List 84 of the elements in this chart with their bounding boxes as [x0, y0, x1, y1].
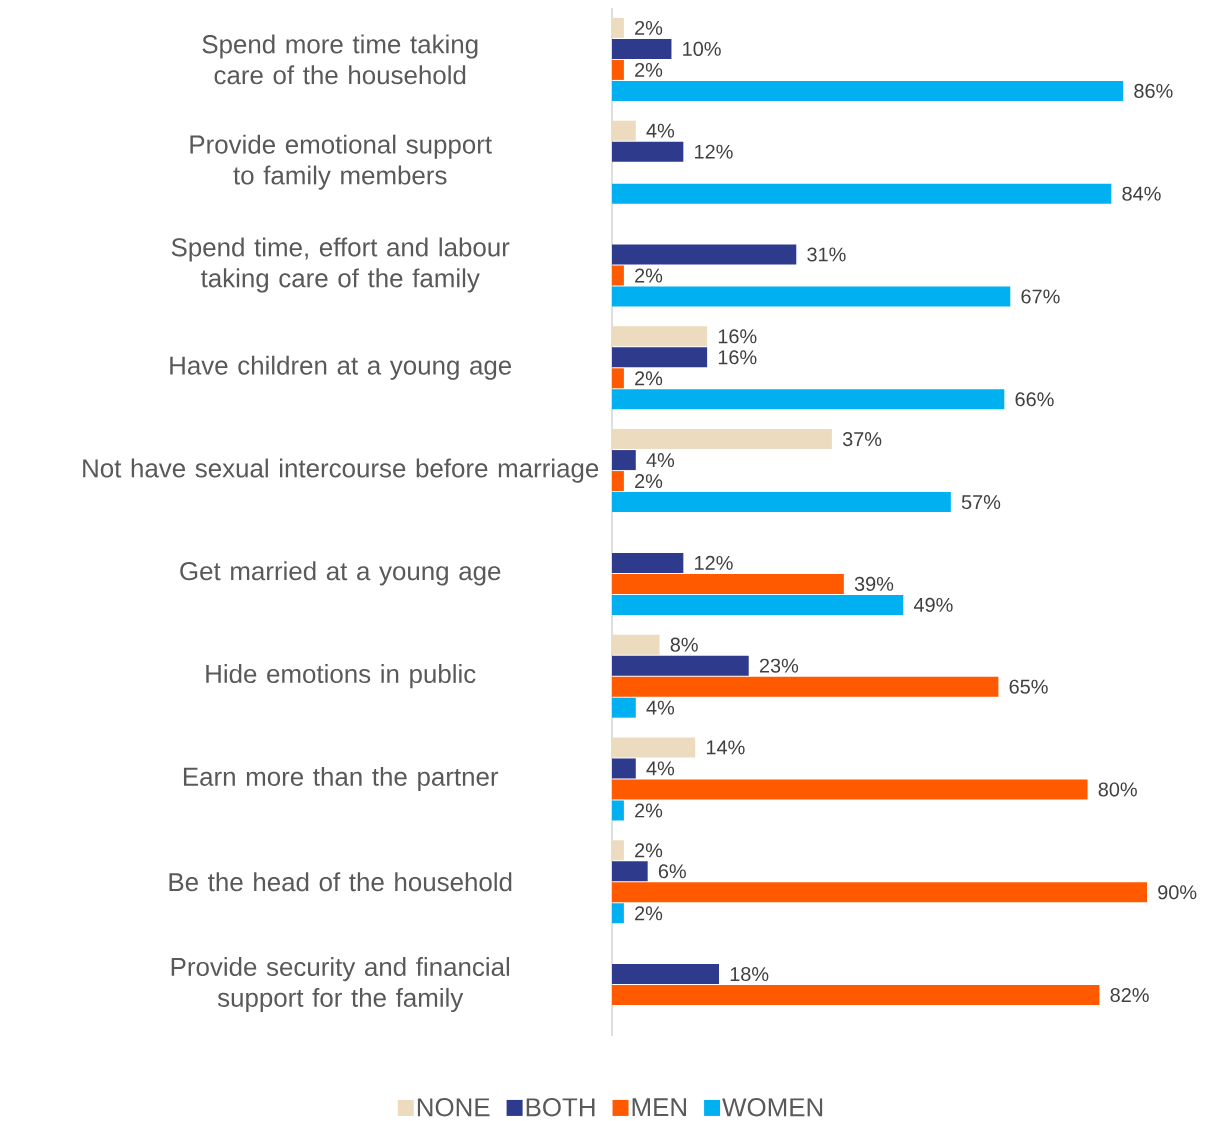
bar	[612, 59, 624, 80]
data-label: 39%	[854, 576, 894, 591]
data-label: 2%	[635, 268, 663, 283]
bar	[612, 38, 672, 59]
y-tick-label: Earn more than the partner	[183, 766, 499, 792]
data-label: 12%	[695, 555, 733, 570]
bar	[612, 985, 1100, 1006]
bar	[612, 779, 1088, 800]
bar	[612, 286, 1011, 307]
data-label: 2%	[635, 906, 663, 921]
legend-label: WOMEN	[722, 1098, 823, 1117]
data-label: 66%	[1015, 392, 1054, 407]
bar	[612, 450, 636, 471]
y-tick-label: Provide security and financial support for the family	[171, 957, 510, 1013]
y-tick-label: Get married at a young age	[180, 561, 501, 586]
bar	[612, 903, 624, 924]
data-label: 4%	[646, 700, 675, 715]
y-tick-label: Not have sexual intercourse before marriage	[83, 458, 599, 483]
bar	[612, 697, 636, 718]
bar	[612, 265, 624, 286]
legend-label: NONE	[417, 1098, 490, 1117]
legend-label: MEN	[632, 1098, 686, 1117]
bar	[612, 676, 999, 697]
y-tick-label: Have children at a young age	[170, 355, 512, 380]
data-label: 14%	[706, 740, 745, 755]
data-label: 4%	[646, 453, 675, 468]
data-label: 2%	[635, 843, 663, 858]
bar	[612, 634, 660, 655]
data-label: 2%	[635, 20, 663, 35]
y-tick-label: Provide emotional support to family members	[190, 134, 492, 190]
data-label: 18%	[730, 967, 769, 982]
bar	[612, 141, 684, 162]
data-label: 12%	[695, 144, 733, 159]
data-label: 4%	[646, 761, 675, 776]
bar	[612, 882, 1147, 903]
data-label: 80%	[1098, 782, 1137, 797]
bar	[612, 861, 648, 882]
y-tick-label: Spend time, effort and labour taking care of the family	[171, 237, 510, 293]
bar	[612, 429, 832, 450]
bar	[612, 594, 904, 615]
data-label: 16%	[718, 350, 757, 365]
data-label: 57%	[961, 495, 1001, 510]
data-label: 16%	[718, 329, 757, 344]
data-label: 2%	[635, 474, 663, 489]
bar	[612, 326, 708, 347]
data-label: 84%	[1122, 186, 1161, 201]
bar	[612, 389, 1005, 410]
data-label: 49%	[913, 597, 953, 612]
bar	[612, 840, 624, 861]
bar	[612, 120, 636, 141]
bar	[612, 552, 684, 573]
bar	[612, 244, 797, 265]
data-label: 2%	[635, 62, 663, 77]
data-label: 10%	[683, 41, 721, 56]
bar	[612, 471, 624, 492]
bar	[612, 758, 636, 779]
bar	[612, 80, 1124, 101]
legend-label: BOTH	[526, 1098, 595, 1117]
data-label: 23%	[759, 658, 799, 673]
y-tick-label: Hide emotions in public	[206, 664, 476, 689]
bar	[612, 964, 719, 985]
bar	[612, 17, 624, 38]
bar	[612, 347, 708, 368]
bar	[612, 655, 749, 676]
data-label: 31%	[807, 247, 846, 262]
data-label: 65%	[1009, 679, 1048, 694]
data-label: 8%	[670, 637, 698, 652]
data-label: 2%	[635, 371, 663, 386]
bar	[612, 368, 624, 389]
data-label: 90%	[1158, 885, 1197, 900]
y-tick-label: Spend more time taking care of the household	[202, 34, 478, 85]
bar	[612, 183, 1112, 204]
y-tick-label: Be the head of the household	[169, 872, 512, 892]
data-label: 67%	[1021, 289, 1060, 304]
bar	[612, 800, 624, 821]
bar	[612, 737, 696, 758]
data-label: 37%	[842, 432, 882, 447]
bar	[612, 492, 951, 513]
data-label: 6%	[658, 864, 686, 879]
data-label: 86%	[1134, 83, 1173, 98]
bar	[612, 573, 844, 594]
data-label: 4%	[646, 123, 675, 138]
data-label: 2%	[635, 803, 663, 818]
data-label: 82%	[1110, 988, 1149, 1003]
